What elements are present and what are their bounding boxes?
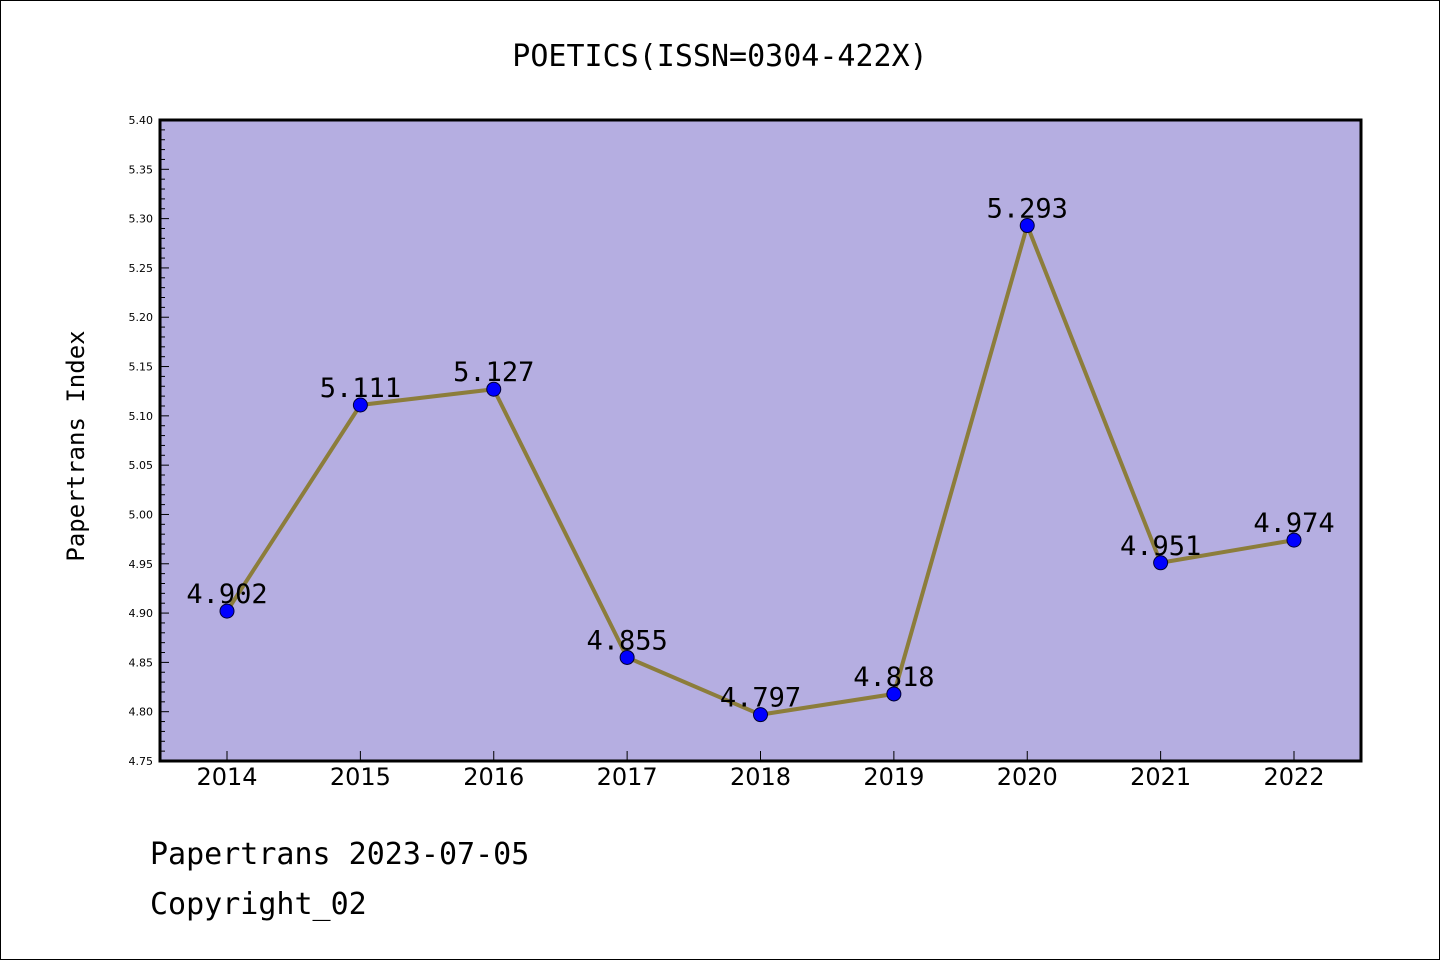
data-labels: 4.902 5.111 5.127 4.855 4.797 4.818 5.293 4.951… <box>186 194 1334 714</box>
y-axis-label: Papertrans Index <box>62 330 90 561</box>
x-axis-ticks: 2014 2015 2016 2017 2018 2019 2020 2021 2022 <box>196 751 1325 791</box>
y-tick-label: 4.80 <box>129 706 154 719</box>
chart-title: POETICS(ISSN=0304-422X) <box>512 39 927 74</box>
data-label: 4.855 <box>586 625 667 656</box>
data-label: 5.293 <box>987 194 1068 225</box>
x-tick-label: 2014 <box>196 763 257 791</box>
x-tick-label: 2018 <box>730 763 791 791</box>
y-tick-label: 5.15 <box>129 361 154 374</box>
data-label: 5.111 <box>320 373 401 404</box>
data-point <box>1019 218 1035 234</box>
data-label: 4.902 <box>186 579 267 610</box>
y-tick-label: 5.10 <box>129 410 154 423</box>
y-tick-label: 4.75 <box>129 755 154 768</box>
y-tick-label: 4.85 <box>129 656 154 669</box>
data-label: 4.818 <box>853 662 934 693</box>
y-axis-ticks: 4.75 4.80 4.85 4.90 4.95 5.00 5.05 5.10 5.15 5.20… <box>129 114 169 768</box>
plot-area <box>160 120 1361 761</box>
data-label: 4.974 <box>1253 508 1334 539</box>
data-markers <box>219 218 1302 723</box>
y-tick-label: 5.40 <box>129 114 154 127</box>
data-point <box>352 397 368 413</box>
data-point <box>1153 555 1169 571</box>
data-point <box>219 603 235 619</box>
y-tick-label: 5.00 <box>129 508 154 521</box>
data-point <box>486 381 502 397</box>
y-tick-label: 5.05 <box>129 459 154 472</box>
x-tick-label: 2020 <box>997 763 1058 791</box>
y-tick-label: 4.90 <box>129 607 154 620</box>
data-point <box>886 686 902 702</box>
data-point <box>753 707 768 723</box>
y-tick-label: 4.95 <box>129 558 154 571</box>
y-tick-label: 5.30 <box>129 213 154 226</box>
x-tick-label: 2016 <box>463 763 524 791</box>
footer-source: Papertrans 2023-07-05 <box>150 837 529 872</box>
x-tick-label: 2021 <box>1130 763 1191 791</box>
y-tick-label: 5.35 <box>129 163 154 176</box>
data-point <box>1286 532 1302 548</box>
y-tick-label: 5.20 <box>129 311 154 324</box>
data-label: 5.127 <box>453 357 534 388</box>
data-label: 4.951 <box>1120 531 1201 562</box>
footer-copyright: Copyright_02 <box>150 887 367 922</box>
data-label: 4.797 <box>720 683 801 714</box>
y-tick-label: 5.25 <box>129 262 154 275</box>
x-tick-label: 2022 <box>1263 763 1324 791</box>
data-point <box>619 649 635 665</box>
x-tick-label: 2017 <box>597 763 658 791</box>
x-tick-label: 2015 <box>330 763 391 791</box>
x-tick-label: 2019 <box>863 763 924 791</box>
plot-border <box>158 118 1363 763</box>
